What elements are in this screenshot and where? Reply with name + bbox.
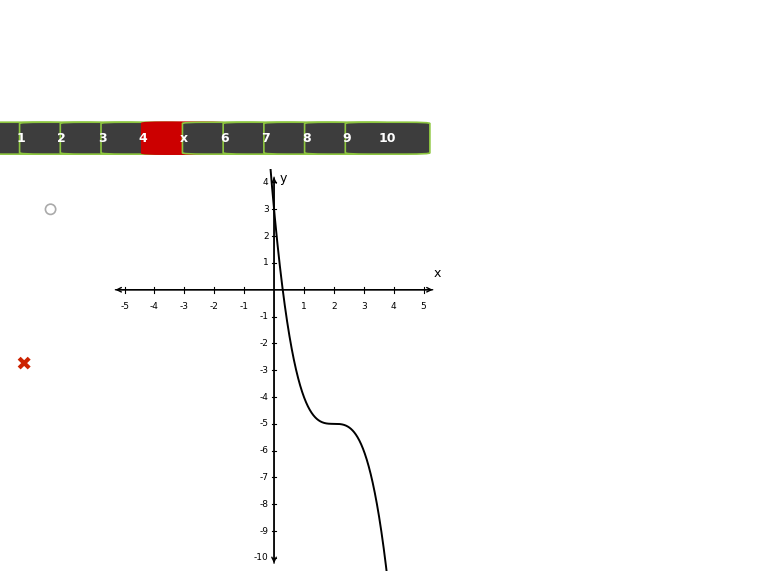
- Text: 10: 10: [379, 132, 396, 145]
- Text: 3: 3: [263, 205, 269, 214]
- Text: 6: 6: [220, 132, 229, 145]
- Text: 3: 3: [361, 302, 366, 311]
- Text: -3: -3: [260, 366, 269, 375]
- Text: 4: 4: [139, 132, 148, 145]
- Text: -5: -5: [120, 302, 129, 311]
- Text: y: y: [280, 172, 287, 185]
- Text: 1: 1: [301, 302, 307, 311]
- Text: -6: -6: [260, 446, 269, 455]
- FancyBboxPatch shape: [142, 122, 226, 154]
- Text: -2: -2: [260, 339, 269, 348]
- FancyBboxPatch shape: [264, 122, 348, 154]
- FancyBboxPatch shape: [20, 122, 104, 154]
- Text: x: x: [180, 132, 188, 145]
- Text: -1: -1: [240, 302, 249, 311]
- Text: 7: 7: [261, 132, 270, 145]
- FancyBboxPatch shape: [60, 122, 145, 154]
- Text: Quiz: Quiz: [6, 50, 37, 64]
- Text: Transformations of Functions: Transformations of Functions: [6, 29, 351, 49]
- FancyBboxPatch shape: [345, 122, 430, 154]
- Text: 4: 4: [263, 178, 269, 187]
- Text: -5: -5: [260, 419, 269, 429]
- FancyBboxPatch shape: [101, 122, 186, 154]
- Text: 2: 2: [57, 132, 67, 145]
- Text: 3: 3: [98, 132, 107, 145]
- FancyBboxPatch shape: [182, 122, 267, 154]
- Text: -3: -3: [180, 302, 189, 311]
- Text: 1: 1: [16, 132, 26, 145]
- Text: -4: -4: [260, 392, 269, 402]
- Text: 2: 2: [331, 302, 337, 311]
- Text: 1: 1: [263, 258, 269, 268]
- Text: x: x: [433, 268, 441, 280]
- FancyBboxPatch shape: [0, 122, 63, 154]
- Text: -4: -4: [150, 302, 159, 311]
- Text: -7: -7: [260, 473, 269, 482]
- Text: %: %: [38, 86, 52, 101]
- FancyBboxPatch shape: [305, 122, 389, 154]
- Text: -8: -8: [260, 500, 269, 509]
- Text: -1: -1: [260, 312, 269, 321]
- Text: Attempt 1: Attempt 1: [56, 90, 126, 105]
- Text: -9: -9: [260, 526, 269, 536]
- Text: 4: 4: [391, 302, 396, 311]
- Text: 90: 90: [9, 83, 48, 112]
- Text: Complete: Complete: [51, 50, 118, 64]
- Text: ✖: ✖: [16, 355, 31, 374]
- Text: 2: 2: [263, 231, 269, 241]
- Text: -10: -10: [254, 553, 269, 563]
- Text: 5: 5: [420, 302, 427, 311]
- Text: 9: 9: [342, 132, 352, 145]
- Text: -2: -2: [210, 302, 218, 311]
- FancyBboxPatch shape: [223, 122, 308, 154]
- Text: 8: 8: [301, 132, 311, 145]
